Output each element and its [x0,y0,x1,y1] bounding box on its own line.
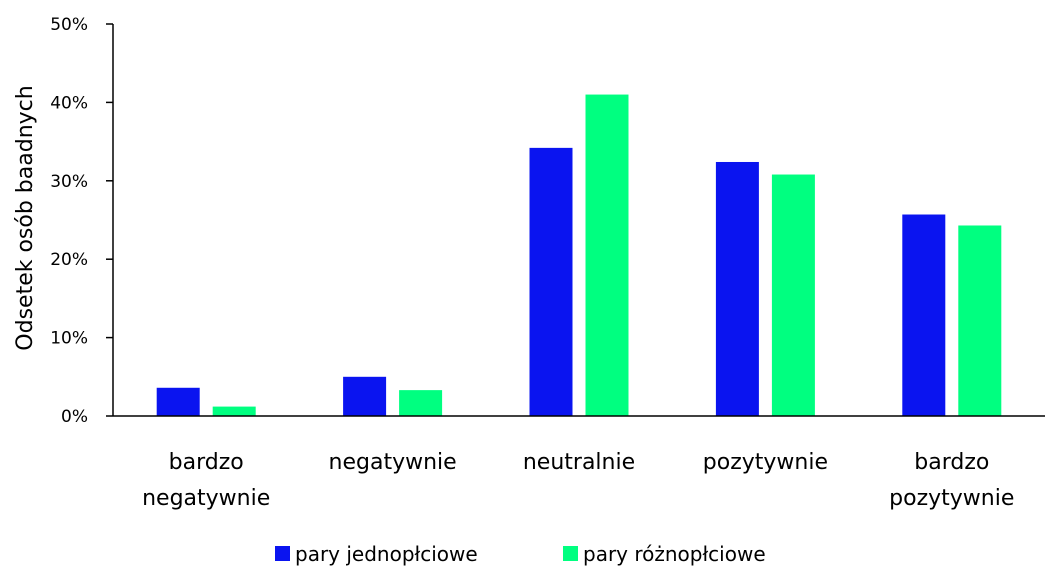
x-tick-label: bardzo [914,450,989,475]
x-tick-label: bardzo [169,450,244,475]
legend-swatch [275,546,290,561]
x-axis: bardzo negatywnie negatywnie neutralnie pozy… [113,415,1045,511]
legend-swatch [563,546,578,561]
y-tick-label: 0% [61,407,88,427]
x-tick-label: pozytywnie [889,486,1014,511]
bar-series-2 [958,225,1002,416]
x-tick-label: negatywnie [142,486,270,511]
x-tick-label: neutralnie [523,450,635,475]
bar-series-1 [156,387,200,416]
y-tick-label: 50% [50,15,88,35]
y-axis-label: Odsetek osób baadnych [13,85,38,350]
bar-series-2 [212,406,256,416]
bar-series-1 [715,161,759,416]
legend: pary jednopłciowe pary różnopłciowe [275,542,766,566]
bar-series-1 [343,376,387,416]
y-axis: 0% 10% 20% 30% 40% 50% [50,15,114,427]
x-tick-label: pozytywnie [703,450,828,475]
bars [156,94,1002,416]
legend-label: pary jednopłciowe [295,542,478,566]
bar-series-1 [529,147,573,416]
bar-series-2 [399,390,443,416]
bar-series-2 [585,94,629,416]
legend-label: pary różnopłciowe [583,542,766,566]
y-tick-label: 40% [50,93,88,113]
x-tick-label: negatywnie [329,450,457,475]
y-tick-label: 20% [50,250,88,270]
bar-series-1 [902,214,946,416]
y-tick-label: 10% [50,329,88,349]
bar-series-2 [771,174,815,416]
y-tick-label: 30% [50,172,88,192]
